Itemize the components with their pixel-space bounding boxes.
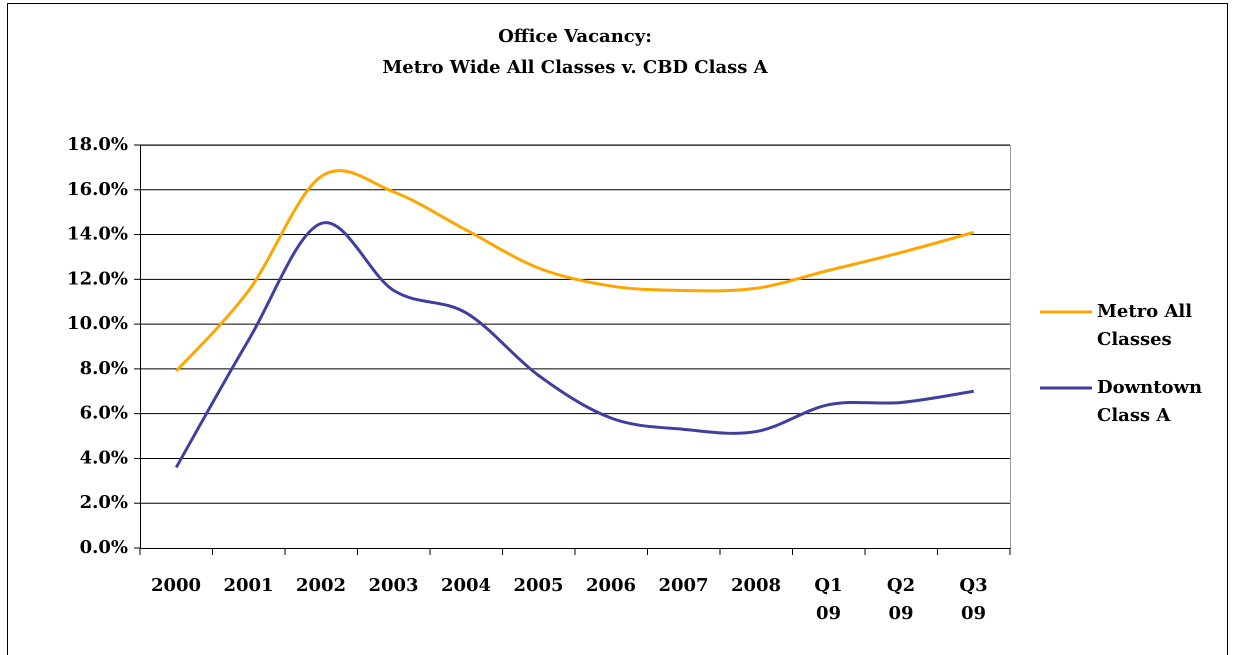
x-tick-label-text: 2007 (658, 575, 709, 596)
y-tick-label: 0.0% (80, 537, 128, 558)
series-line (174, 221, 974, 469)
y-tick-label: 12.0% (67, 268, 128, 289)
x-tick-label-text: Q3 09 (959, 575, 988, 624)
x-tick-label-text: 2001 (223, 575, 274, 596)
x-tick-label: Q3 09 (938, 572, 1010, 628)
x-tick-label: 2006 (575, 572, 647, 600)
x-tick-label-text: 2003 (368, 575, 419, 596)
x-tick-label-text: 2006 (585, 575, 637, 596)
chart-title: Office Vacancy: (498, 26, 652, 47)
y-tick-label: 18.0% (67, 134, 128, 155)
legend-label: Metro All Classes (1097, 298, 1235, 354)
y-tick-label: 14.0% (67, 224, 128, 245)
legend-label-text: Downtown Class A (1097, 377, 1203, 426)
x-tick-label-text: Q1 09 (814, 575, 843, 624)
x-tick-label: 2008 (720, 572, 792, 600)
chart-subtitle: Metro Wide All Classes v. CBD Class A (382, 57, 768, 78)
x-tick-label: Q1 09 (793, 572, 865, 628)
x-tick-label: 2005 (503, 572, 575, 600)
y-tick-label: 4.0% (80, 447, 128, 468)
y-tick-label: 16.0% (67, 179, 128, 200)
legend-label-text: Metro All Classes (1097, 301, 1193, 350)
x-tick-label: 2004 (430, 572, 502, 600)
x-tick-label-text: 2004 (440, 575, 492, 596)
plot-area (140, 145, 1011, 549)
x-tick-label: Q2 09 (865, 572, 937, 628)
x-tick-label-text: 2005 (513, 575, 564, 596)
x-tick-label-text: Q2 09 (886, 575, 916, 624)
x-tick-label: 2007 (648, 572, 720, 600)
x-tick-label: 2002 (285, 572, 357, 600)
x-tick-label-text: 2008 (730, 575, 782, 596)
x-tick-label: 2001 (213, 572, 285, 600)
y-tick-label: 10.0% (67, 313, 128, 334)
x-tick-label: 2003 (358, 572, 430, 600)
x-tick-label-text: 2000 (150, 575, 202, 596)
y-tick-label: 6.0% (80, 403, 128, 424)
x-tick-label: 2000 (140, 572, 212, 600)
y-tick-label: 2.0% (80, 492, 128, 513)
frame (7, 3, 1228, 655)
x-tick-label-text: 2002 (295, 575, 347, 596)
legend-label: Downtown Class A (1097, 374, 1235, 430)
series-line (175, 169, 975, 373)
y-tick-label: 8.0% (80, 358, 128, 379)
